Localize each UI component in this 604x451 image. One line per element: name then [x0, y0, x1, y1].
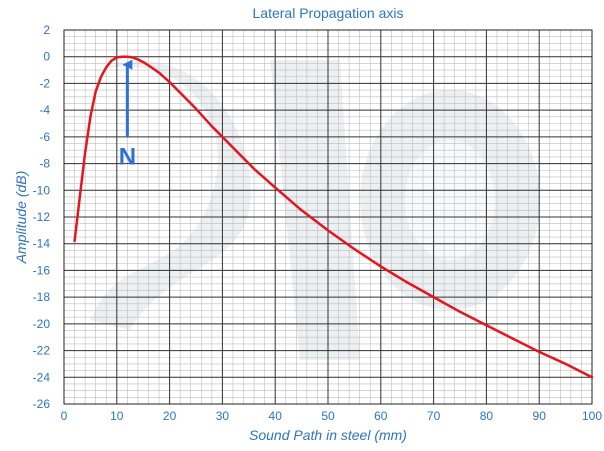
y-tick-label: -16	[33, 263, 51, 277]
x-tick-label: 60	[374, 409, 388, 423]
x-tick-label: 30	[216, 409, 230, 423]
chart-title: Lateral Propagation axis	[253, 5, 404, 21]
watermark-shape	[90, 61, 251, 331]
data-line	[73, 55, 594, 379]
x-tick-label: 10	[110, 409, 124, 423]
y-tick-label: -4	[39, 103, 50, 117]
x-axis-title: Sound Path in steel (mm)	[249, 427, 407, 443]
x-tick-label: 90	[533, 409, 547, 423]
x-tick-label: 50	[321, 409, 335, 423]
y-axis-title: Amplitude (dB)	[13, 171, 29, 265]
y-tick-label: -6	[39, 130, 50, 144]
x-tick-label: 40	[269, 409, 283, 423]
major-gridlines	[63, 29, 593, 405]
y-tick-label: -10	[33, 183, 51, 197]
series-layer	[73, 55, 594, 379]
watermark-shape	[405, 140, 495, 260]
y-tick-label: -18	[33, 290, 51, 304]
x-tick-label: 20	[163, 409, 177, 423]
x-tick-label: 100	[582, 409, 602, 423]
x-tick-labels: 0 10 20 30 40 50 60 70 80 90 100	[61, 409, 603, 423]
y-tick-labels: 2 0 -2 -4 -6 -8 -10 -12 -14 -16 -18 -20 -22 -24 -26	[33, 23, 51, 411]
y-tick-label: -12	[33, 210, 51, 224]
annotation-layer: N	[119, 59, 136, 171]
y-tick-label: 2	[43, 23, 50, 37]
watermark-shape	[270, 60, 360, 360]
x-tick-label: 70	[427, 409, 441, 423]
x-tick-label: 80	[480, 409, 494, 423]
plot-frame	[63, 29, 593, 405]
watermark-logo	[90, 60, 540, 360]
y-tick-label: -22	[33, 344, 51, 358]
y-tick-label: -8	[39, 157, 50, 171]
y-tick-label: 0	[43, 50, 50, 64]
y-tick-label: -20	[33, 317, 51, 331]
annotation-label: N	[119, 144, 136, 171]
x-tick-label: 0	[61, 409, 68, 423]
y-tick-label: -14	[33, 237, 51, 251]
y-tick-label: -24	[33, 370, 51, 384]
y-tick-label: -2	[39, 76, 50, 90]
y-tick-label: -26	[33, 397, 51, 411]
